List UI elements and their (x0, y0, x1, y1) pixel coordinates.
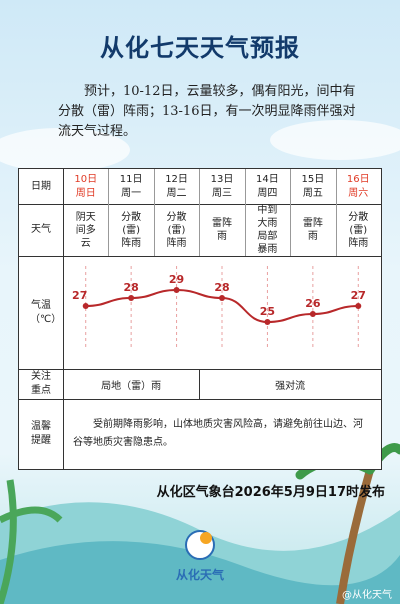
date: 14日 (256, 173, 279, 185)
high-point (128, 295, 135, 301)
weekday: 周日 (75, 187, 96, 199)
col-line (108, 169, 110, 256)
row-header: 天气 (19, 204, 63, 256)
weather-cell: 分散(雷)阵雨 (108, 204, 153, 256)
row-line (19, 399, 381, 400)
row-line (19, 256, 381, 257)
weather-cell: 分散(雷)阵雨 (336, 204, 381, 256)
col-line (244, 169, 246, 256)
high-point (355, 303, 362, 309)
focus-cell: 强对流 (275, 380, 306, 392)
row-header-text: 气温（℃） (30, 299, 62, 325)
row-header: 气温（℃） (19, 256, 63, 369)
weekday: 周二 (166, 187, 187, 199)
forecast-table: 日期天气气温（℃） 关注重点温馨提醒 10日周日阴天间多云 11日周一分散(雷)阵雨 1… (18, 168, 382, 470)
weather-cell: 分散(雷)阵雨 (154, 204, 199, 256)
weekday: 周一 (121, 187, 142, 199)
weekday: 周三 (211, 187, 232, 199)
footer: 从化区气象台2026年5月9日17时发布 (156, 485, 385, 500)
weather-cell: 阴天间多云 (63, 204, 108, 256)
weather: 雷阵雨 (302, 218, 323, 242)
date: 16日 (346, 173, 370, 185)
date-cell: 15日周五 (290, 169, 335, 204)
date-cell: 14日周四 (245, 169, 290, 204)
col-line (199, 169, 201, 256)
high-label: 25 (260, 305, 275, 318)
col-line (290, 169, 292, 256)
weather: 分散(雷)阵雨 (121, 211, 142, 249)
row-header-text: 关注重点 (31, 371, 51, 396)
col-line (63, 169, 64, 469)
col-line (335, 169, 337, 256)
watermark: @从化天气 (342, 590, 392, 601)
high-point (264, 319, 271, 325)
focus-cell: 局地（雷）雨 (101, 380, 162, 392)
col-line (153, 169, 155, 256)
high-point (173, 287, 180, 293)
date: 15日 (301, 173, 325, 185)
weather-cell: 中到大雨局部暴雨 (245, 204, 290, 256)
weather: 雷阵雨 (211, 218, 232, 242)
high-label: 26 (305, 297, 321, 310)
summary: 预计，10-12日，云量较多，偶有阳光，间中有分散（雷）阵雨；13-16日，有一… (58, 84, 356, 139)
date-cell: 10日周日 (63, 169, 108, 204)
date-cell: 11日周一 (108, 169, 153, 204)
row-header-text: 天气 (31, 224, 51, 235)
date: 11日 (119, 173, 143, 185)
title: 从化七天天气预报 (100, 34, 300, 62)
date-cell: 12日周二 (154, 169, 199, 204)
tips-cell: 受前期降雨影响，山体地质灾害风险高，请避免前往山边、河谷等地质灾害隐患点。 (73, 419, 363, 448)
high-label: 27 (351, 289, 366, 302)
date: 12日 (165, 173, 188, 185)
high-point (82, 303, 89, 309)
col-line (199, 369, 201, 399)
weekday: 周五 (302, 187, 323, 199)
high-label: 27 (72, 289, 87, 302)
weekday: 周六 (348, 187, 369, 199)
weather: 分散(雷)阵雨 (348, 211, 369, 249)
row-header: 温馨提醒 (19, 399, 63, 469)
high-label: 29 (169, 273, 184, 286)
row-header: 日期 (19, 169, 63, 204)
date-cell: 16日周六 (336, 169, 381, 204)
logo: 从化天气 (175, 568, 224, 582)
row-header-text: 温馨提醒 (31, 421, 51, 446)
high-label: 28 (214, 281, 229, 294)
weekday: 周四 (257, 187, 278, 199)
weather: 分散(雷)阵雨 (166, 211, 187, 249)
row-header-text: 日期 (31, 180, 51, 192)
date-cell: 13日周三 (199, 169, 244, 204)
weather-cell: 雷阵雨 (199, 204, 244, 256)
row-header: 关注重点 (19, 369, 63, 399)
high-point (309, 311, 316, 317)
high-point (219, 295, 225, 301)
weather: 中到大雨局部暴雨 (257, 205, 278, 255)
date: 13日 (210, 173, 234, 185)
temp-chart: 2728292825262720212222212121 (72, 266, 366, 348)
high-label: 28 (123, 281, 138, 294)
weather-cell: 雷阵雨 (290, 204, 335, 256)
date: 10日 (74, 173, 98, 185)
weather: 阴天间多云 (75, 211, 96, 249)
